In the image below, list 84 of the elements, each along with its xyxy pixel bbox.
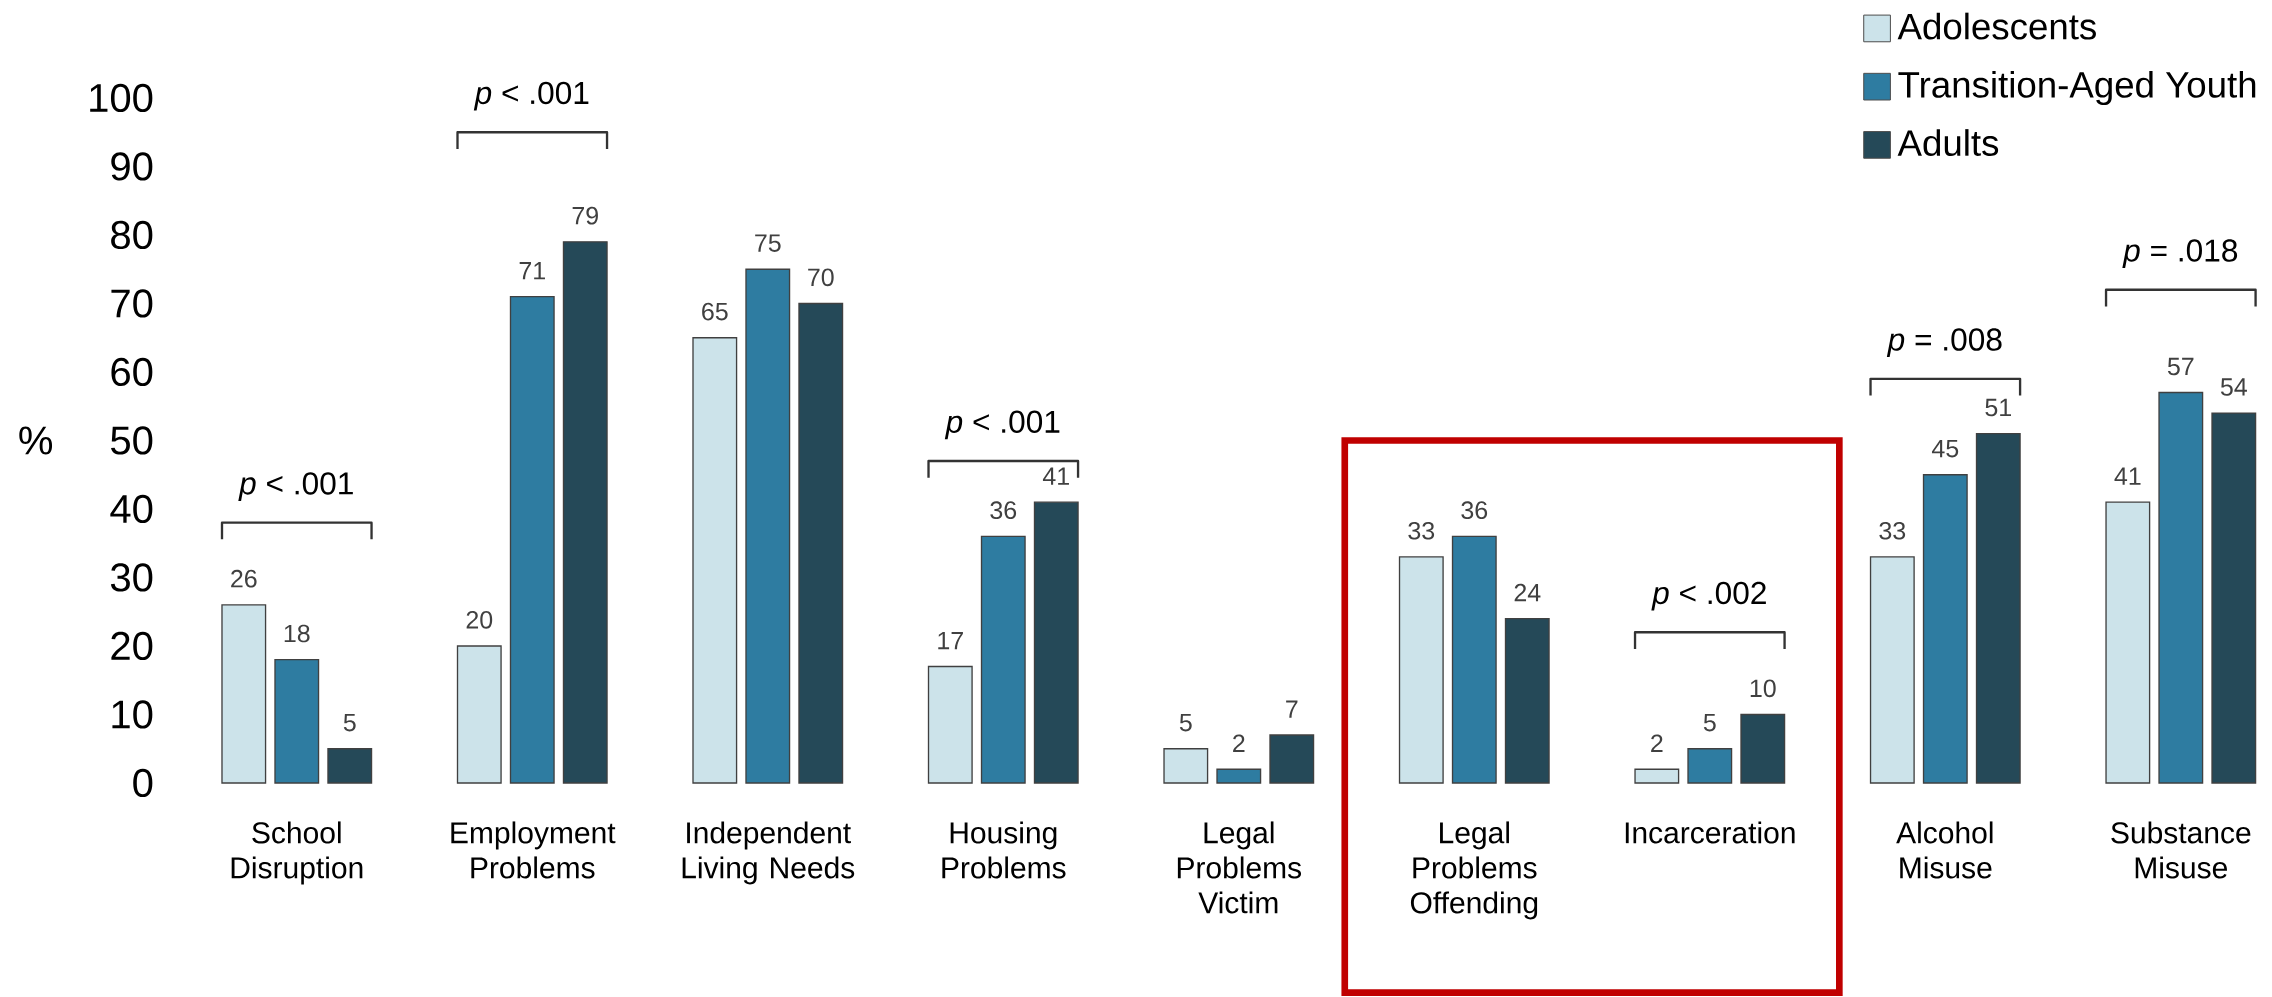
data-label: 75: [755, 234, 781, 252]
data-label: 51: [1985, 398, 2011, 417]
data-label: 57: [2167, 357, 2194, 376]
y-tick-label: 90: [111, 152, 153, 181]
annotation: p < .002: [1651, 581, 1766, 611]
bar: [1922, 474, 1968, 784]
annotation: p < .001: [238, 472, 353, 501]
y-tick-label: 100: [90, 83, 153, 113]
bar: [927, 665, 973, 784]
data-label: 36: [1461, 501, 1488, 520]
bar: [1504, 617, 1550, 784]
x-tick-label: Legal Problems Victim: [1177, 821, 1302, 914]
y-tick-label: 50: [111, 426, 153, 455]
y-axis-title: %: [19, 426, 53, 455]
bar: [1398, 556, 1444, 784]
bar: [1163, 748, 1209, 784]
bar: [327, 748, 373, 784]
annotation: p = .008: [1886, 328, 2002, 358]
data-label: 33: [1879, 521, 1906, 540]
bar: [1975, 432, 2021, 784]
bar: [1634, 768, 1680, 784]
annotation: p < .001: [473, 81, 589, 111]
bar: [745, 268, 791, 784]
data-label: 5: [1179, 713, 1192, 732]
legend-label: Adolescents: [1897, 12, 2096, 40]
y-tick-label: 0: [133, 768, 153, 798]
x-tick-label: Legal Problems Offending: [1410, 821, 1538, 920]
bar: [1033, 501, 1079, 784]
data-label: 17: [938, 632, 963, 650]
bar: [274, 659, 320, 784]
data-label: 45: [1931, 439, 1959, 458]
x-tick-label: Housing Problems: [942, 821, 1066, 879]
bar: [1269, 734, 1315, 784]
legend-label: Transition-Aged Youth: [1898, 70, 2256, 106]
bar: [980, 535, 1026, 784]
data-label: 26: [231, 569, 257, 588]
data-label: 10: [1750, 679, 1776, 698]
data-label: 71: [519, 262, 545, 280]
bar: [221, 604, 267, 784]
x-tick-label: School Disruption: [231, 821, 363, 885]
bar: [2158, 391, 2204, 784]
bar: [1869, 556, 1915, 784]
bar: [1740, 713, 1786, 784]
data-label: 70: [808, 268, 834, 287]
y-tick-label: 70: [111, 289, 153, 318]
bar: [509, 295, 555, 784]
data-label: 2: [1651, 734, 1663, 752]
data-label: 5: [343, 713, 356, 732]
annotation: p = .018: [2122, 239, 2238, 269]
y-tick-label: 30: [110, 563, 153, 592]
data-label: 54: [2220, 378, 2247, 396]
data-label: 24: [1514, 583, 1541, 602]
data-label: 79: [572, 206, 598, 225]
data-label: 20: [466, 610, 493, 629]
bar: [798, 302, 844, 784]
bar: [1687, 748, 1733, 784]
data-label: 41: [2114, 467, 2141, 485]
bar: [692, 337, 738, 784]
data-label: 18: [284, 624, 310, 643]
x-tick-label: Employment Problems: [451, 821, 616, 879]
annotation: p < .001: [944, 410, 1060, 440]
data-label: 5: [1703, 713, 1716, 732]
data-label: 65: [702, 302, 728, 321]
bar: [2105, 501, 2151, 784]
x-tick-label: Alcohol Misuse: [1896, 821, 1993, 879]
x-tick-label: Incarceration: [1625, 821, 1795, 844]
y-tick-label: 20: [111, 631, 153, 661]
bar: [1451, 535, 1497, 784]
y-tick-label: 40: [110, 494, 153, 524]
data-label: 36: [990, 501, 1017, 520]
y-tick-label: 80: [111, 220, 153, 250]
x-tick-label: Independent Living Needs: [682, 821, 855, 885]
y-tick-label: 60: [111, 357, 153, 387]
y-tick-label: 10: [112, 700, 153, 729]
data-label: 41: [1042, 467, 1069, 485]
bar: [1216, 768, 1262, 784]
bar: [2211, 412, 2257, 784]
bar: [562, 241, 608, 784]
bar: [456, 645, 502, 784]
data-label: 2: [1233, 734, 1245, 752]
x-tick-label: Substance Misuse: [2111, 821, 2251, 879]
data-label: 7: [1286, 700, 1298, 718]
data-label: 33: [1408, 521, 1435, 540]
legend-label: Adults: [1897, 129, 1999, 157]
